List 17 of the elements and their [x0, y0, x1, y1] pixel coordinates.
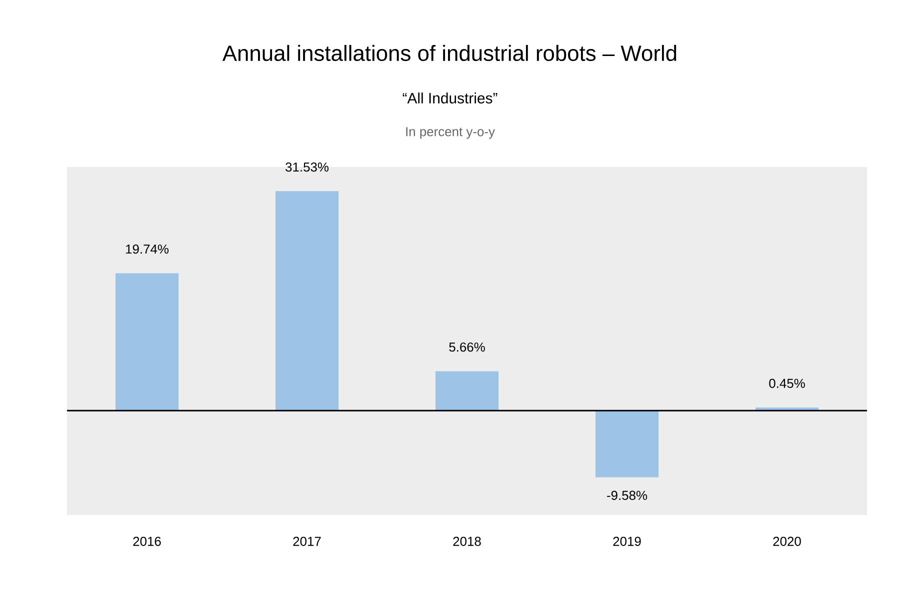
bar — [436, 371, 499, 411]
bar — [276, 191, 339, 411]
x-tick-label: 2018 — [453, 536, 481, 546]
bar — [596, 410, 659, 478]
x-tick-label: 2016 — [133, 536, 161, 546]
data-label: 0.45% — [769, 378, 805, 388]
x-tick-label: 2019 — [613, 536, 641, 546]
data-label: 19.74% — [126, 244, 169, 254]
data-label: 5.66% — [449, 342, 485, 352]
data-label: -9.58% — [607, 490, 648, 500]
chart-subtitle: “All Industries” — [402, 92, 498, 104]
x-tick-label: 2017 — [293, 536, 321, 546]
bar — [116, 273, 178, 411]
x-tick-label: 2020 — [773, 536, 801, 546]
chart-title: Annual installations of industrial robots – World — [222, 44, 676, 62]
data-label: 31.53% — [286, 162, 329, 172]
text: In percent y-o-y — [406, 127, 495, 139]
